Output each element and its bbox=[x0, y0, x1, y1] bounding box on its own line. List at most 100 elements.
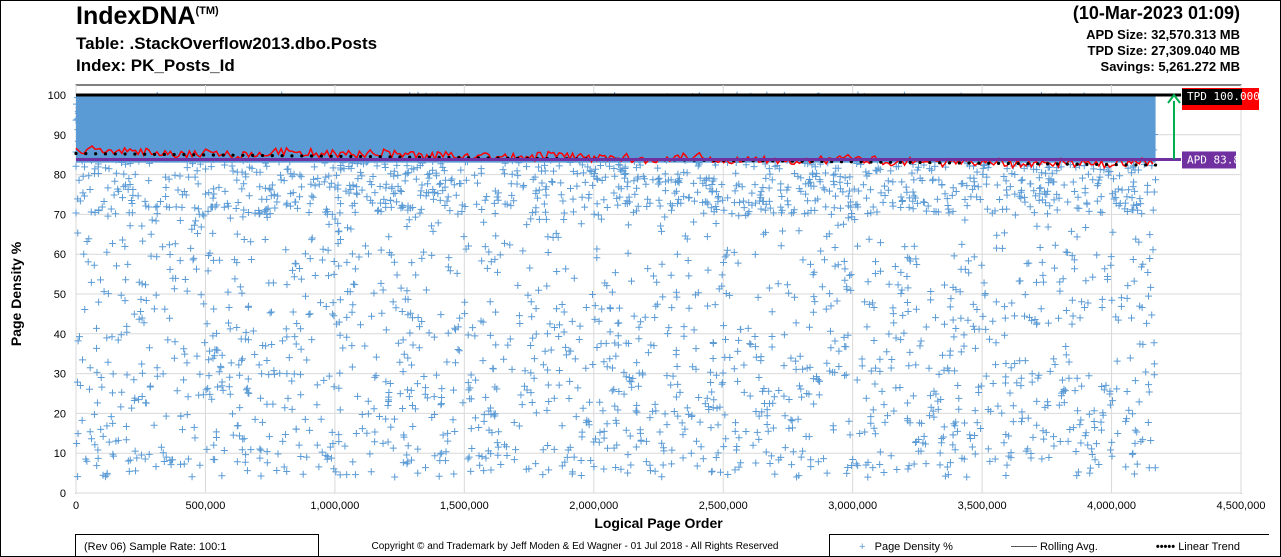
linear-trend-dot bbox=[1153, 163, 1158, 167]
linear-trend-dot bbox=[849, 160, 853, 164]
linear-trend-dot bbox=[113, 152, 117, 156]
linear-trend-dot bbox=[152, 152, 157, 156]
linear-trend-dot bbox=[1026, 162, 1030, 166]
linear-trend-dot bbox=[182, 153, 186, 157]
legend-label: Rolling Avg. bbox=[1039, 540, 1098, 553]
linear-trend-dot bbox=[280, 154, 284, 158]
linear-trend-dot bbox=[74, 151, 78, 156]
linear-trend-dot bbox=[879, 160, 883, 164]
apd-label-box bbox=[1182, 151, 1236, 169]
linear-trend-dot bbox=[133, 152, 137, 156]
linear-trend-dot bbox=[1046, 162, 1050, 166]
linear-trend-dot bbox=[928, 161, 932, 165]
x-tick-label: 0 bbox=[73, 500, 79, 512]
linear-trend-dot bbox=[103, 152, 108, 156]
linear-trend-dot bbox=[359, 154, 363, 159]
linear-trend-dot bbox=[143, 152, 147, 156]
tpd-label: TPD 100.000 bbox=[1187, 90, 1260, 103]
linear-trend-dot bbox=[123, 152, 127, 156]
linear-trend-dot bbox=[162, 152, 166, 157]
x-tick-label: 3,500,000 bbox=[958, 500, 1007, 512]
index-name: Index: PK_Posts_Id bbox=[76, 56, 235, 75]
y-tick-label: 10 bbox=[54, 448, 66, 460]
x-tick-label: 1,500,000 bbox=[440, 500, 489, 512]
linear-trend-dot bbox=[1006, 161, 1010, 166]
sample-rate-text: (Rev 06) Sample Rate: 100:1 bbox=[84, 540, 227, 553]
linear-trend-dot bbox=[251, 153, 255, 157]
linear-trend-dot bbox=[1036, 162, 1040, 166]
report-date: (10-Mar-2023 01:09) bbox=[1072, 3, 1240, 23]
linear-trend-dot bbox=[888, 160, 893, 164]
linear-trend-dot bbox=[260, 153, 265, 158]
report-title: IndexDNA(TM) bbox=[76, 2, 219, 31]
linear-trend-dot bbox=[211, 153, 215, 157]
y-tick-label: 90 bbox=[54, 130, 66, 142]
linear-trend-dot bbox=[908, 160, 912, 165]
scatter-points bbox=[72, 91, 1160, 481]
linear-trend-dot bbox=[1085, 162, 1089, 166]
linear-trend-dot bbox=[1095, 162, 1099, 167]
linear-trend-dot bbox=[241, 153, 245, 157]
linear-trend-dot bbox=[996, 161, 1001, 165]
linear-trend-dot bbox=[270, 154, 274, 158]
y-tick-label: 60 bbox=[54, 249, 66, 261]
table-name: Table: .StackOverflow2013.dbo.Posts bbox=[76, 34, 378, 53]
arrow-head-icon bbox=[1167, 93, 1181, 104]
linear-trend-dot bbox=[967, 161, 971, 165]
linear-trend-dot bbox=[172, 152, 176, 157]
linear-trend-dot bbox=[221, 153, 225, 157]
linear-trend-dot bbox=[1144, 163, 1148, 167]
linear-trend-dot bbox=[947, 161, 952, 165]
linear-trend-dot bbox=[192, 153, 196, 157]
dots-marker-icon: ••••• bbox=[1155, 540, 1176, 553]
linear-trend-dot bbox=[201, 153, 206, 157]
y-tick-label: 30 bbox=[54, 369, 66, 381]
linear-trend-dot bbox=[977, 161, 981, 165]
linear-trend-dot bbox=[84, 152, 88, 156]
linear-trend-dot bbox=[869, 160, 873, 164]
linear-trend-dot bbox=[94, 152, 98, 156]
y-tick-label: 70 bbox=[54, 209, 66, 221]
linear-trend-dot bbox=[1065, 162, 1069, 166]
x-tick-label: 1,000,000 bbox=[310, 500, 359, 512]
apd-label: APD 83.8 bbox=[1187, 153, 1240, 166]
legend-label: Linear Trend bbox=[1178, 540, 1240, 553]
linear-trend-dot bbox=[987, 161, 991, 165]
x-tick-label: 2,500,000 bbox=[699, 500, 748, 512]
linear-trend-dot bbox=[1055, 162, 1060, 166]
apd-size: APD Size: 32,570.313 MB bbox=[1086, 27, 1240, 42]
linear-trend-dot bbox=[368, 155, 373, 159]
linear-trend-dot bbox=[319, 154, 323, 158]
linear-trend-dot bbox=[349, 154, 353, 159]
rolling-avg-line bbox=[75, 145, 1154, 170]
linear-trend-dot bbox=[231, 153, 235, 157]
title-text: IndexDNA bbox=[76, 2, 196, 30]
x-tick-label: 4,500,000 bbox=[1217, 500, 1266, 512]
y-tick-label: 20 bbox=[54, 408, 66, 420]
plus-marker-icon: + bbox=[859, 540, 866, 553]
x-tick-label: 3,000,000 bbox=[828, 500, 877, 512]
tpd-label-box bbox=[1182, 89, 1242, 105]
linear-trend-dot bbox=[408, 155, 412, 159]
linear-trend-dot bbox=[1114, 163, 1118, 167]
copyright-text: Copyright © and Trademark by Jeff Moden … bbox=[371, 540, 779, 552]
line-marker-icon bbox=[1010, 546, 1037, 548]
linear-trend-dot bbox=[398, 155, 402, 159]
tpd-size: TPD Size: 27,309.040 MB bbox=[1087, 43, 1240, 58]
legend-scatter: + Page Density % bbox=[859, 541, 953, 553]
y-axis-title: Page Density % bbox=[8, 241, 24, 346]
legend-rolling: Rolling Avg. bbox=[1010, 540, 1098, 553]
legend-trend: ••••• Linear Trend bbox=[1156, 541, 1240, 553]
linear-trend-dot bbox=[938, 161, 942, 165]
y-tick-label: 0 bbox=[60, 488, 66, 500]
x-axis-title: Logical Page Order bbox=[594, 515, 723, 531]
x-tick-label: 2,000,000 bbox=[569, 500, 618, 512]
y-tick-label: 40 bbox=[54, 329, 66, 341]
y-tick-label: 80 bbox=[54, 170, 66, 182]
copyright: Copyright © and Trademark by Jeff Moden … bbox=[319, 534, 831, 556]
sample-rate: (Rev 06) Sample Rate: 100:1 bbox=[75, 534, 319, 556]
linear-trend-dot bbox=[859, 160, 863, 164]
linear-trend-dot bbox=[1134, 163, 1138, 167]
x-tick-label: 4,000,000 bbox=[1087, 500, 1136, 512]
